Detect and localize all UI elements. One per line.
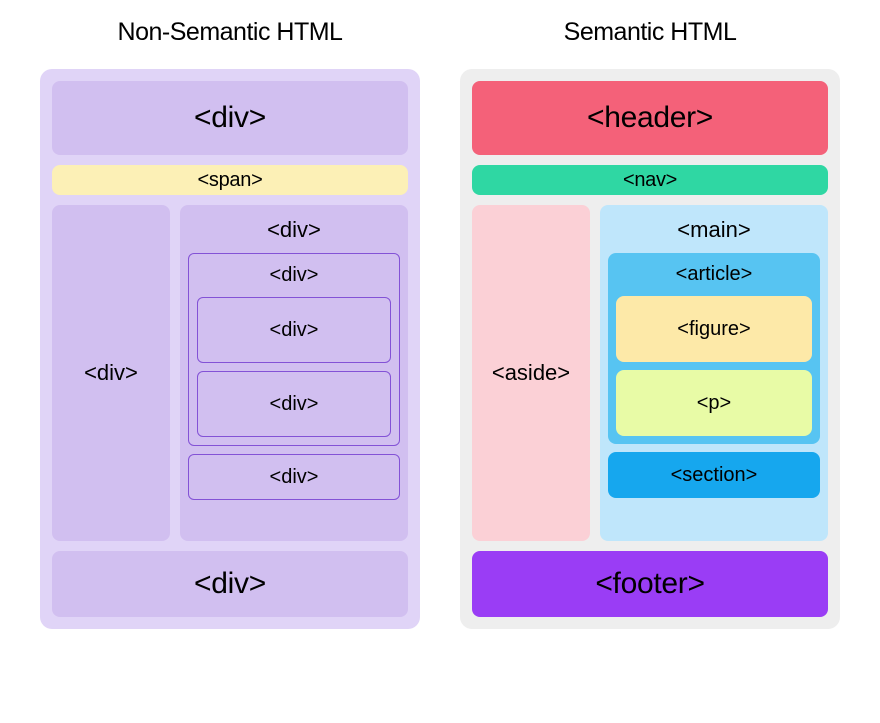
left-footer-block: <div>	[52, 551, 408, 617]
left-mid-row: <div> <div> <div> <div> <div> <div>	[52, 205, 408, 541]
diagram-wrap: Non-Semantic HTML <div> <span> <div> <di…	[40, 18, 840, 629]
left-main-label: <div>	[188, 213, 400, 245]
right-main-label: <main>	[608, 213, 820, 245]
right-header-block: <header>	[472, 81, 828, 155]
right-column: Semantic HTML <header> <nav> <aside> <ma…	[460, 18, 840, 629]
right-section-block: <section>	[608, 452, 820, 498]
left-column: Non-Semantic HTML <div> <span> <div> <di…	[40, 18, 420, 629]
left-section-label: <div>	[189, 460, 399, 495]
left-span-block: <span>	[52, 165, 408, 195]
left-panel: <div> <span> <div> <div> <div> <div> <di…	[40, 69, 420, 629]
right-mid-row: <aside> <main> <article> <figure> <p> <s…	[472, 205, 828, 541]
right-article-block: <article> <figure> <p>	[608, 253, 820, 444]
right-figure-block: <figure>	[616, 296, 812, 362]
right-aside-block: <aside>	[472, 205, 590, 541]
left-article-outline: <div> <div> <div>	[188, 253, 400, 446]
right-p-block: <p>	[616, 370, 812, 436]
right-footer-block: <footer>	[472, 551, 828, 617]
right-article-label: <article>	[616, 261, 812, 288]
left-aside-block: <div>	[52, 205, 170, 541]
left-figure-block: <div>	[197, 297, 391, 363]
left-p-block: <div>	[197, 371, 391, 437]
left-article-label: <div>	[197, 262, 391, 289]
left-title: Non-Semantic HTML	[118, 18, 343, 47]
left-section-outline: <div>	[188, 454, 400, 500]
right-nav-block: <nav>	[472, 165, 828, 195]
right-title: Semantic HTML	[564, 18, 737, 47]
right-main-block: <main> <article> <figure> <p> <section>	[600, 205, 828, 541]
left-header-block: <div>	[52, 81, 408, 155]
right-panel: <header> <nav> <aside> <main> <article> …	[460, 69, 840, 629]
left-main-block: <div> <div> <div> <div> <div>	[180, 205, 408, 541]
